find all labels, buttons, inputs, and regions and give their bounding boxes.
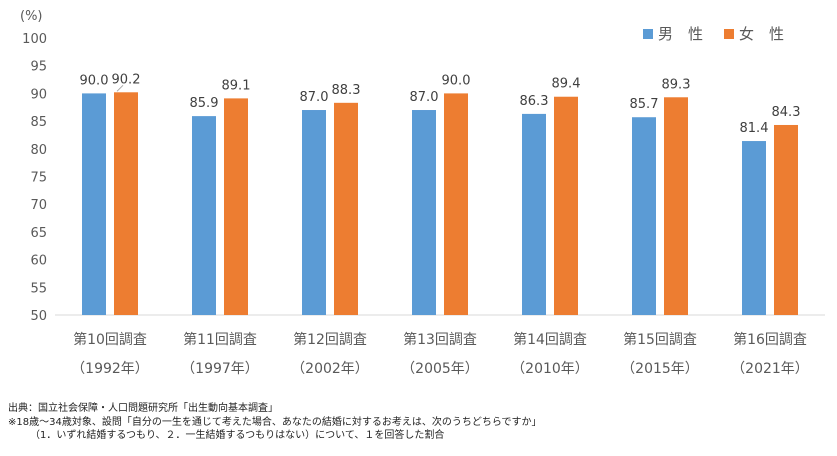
x-category-year: （2021年） (731, 361, 809, 377)
bar-female (114, 92, 138, 316)
data-label: 89.1 (222, 78, 251, 93)
y-tick-label: 70 (30, 198, 47, 213)
bar-female (664, 97, 688, 315)
y-tick-label: 90 (30, 87, 47, 102)
source-note: 出典：国立社会保障・人口問題研究所「出生動向基本調査」 (8, 403, 278, 414)
y-tick-label: 80 (30, 143, 47, 158)
y-tick-label: 75 (30, 171, 47, 186)
bar-male (192, 116, 216, 315)
y-tick-label: 100 (22, 32, 47, 47)
data-label: 87.0 (410, 90, 439, 105)
bar-male (742, 141, 766, 315)
bar-male (82, 93, 106, 316)
bar-female (444, 93, 468, 316)
data-label: 89.4 (552, 77, 581, 92)
y-unit-label: (%) (20, 9, 43, 24)
x-category-year: （2010年） (511, 361, 589, 377)
x-category-year: （2005年） (401, 361, 479, 377)
data-label-leader (116, 84, 124, 92)
data-label: 88.3 (332, 83, 361, 98)
bar-female (224, 98, 248, 315)
x-category-label: 第12回調査 (293, 331, 367, 348)
data-label: 85.7 (630, 97, 659, 112)
data-label: 85.9 (190, 96, 219, 111)
data-label: 81.4 (740, 121, 769, 136)
bar-female (774, 124, 798, 315)
x-category-label: 第13回調査 (403, 331, 477, 348)
x-category-year: （2002年） (291, 361, 369, 377)
data-label: 90.0 (442, 73, 471, 88)
x-category-label: 第15回調査 (623, 331, 697, 348)
answer-note: （1．いずれ結婚するつもり、２．一生結婚するつもりはない）について、１を回答した… (30, 430, 445, 441)
legend-label-female: 女 性 (739, 25, 784, 43)
y-tick-label: 55 (30, 281, 47, 296)
data-label: 86.3 (520, 94, 549, 109)
bar-male (302, 110, 326, 316)
y-tick-label: 85 (30, 115, 47, 130)
data-label: 84.3 (772, 105, 801, 120)
x-category-year: （1997年） (181, 361, 259, 377)
y-tick-label: 95 (30, 60, 47, 75)
x-category-label: 第10回調査 (73, 331, 147, 348)
data-label: 89.3 (662, 77, 691, 92)
bar-male (522, 113, 546, 315)
y-tick-label: 60 (30, 254, 47, 269)
y-tick-label: 50 (30, 309, 47, 324)
x-category-label: 第14回調査 (513, 331, 587, 348)
survey-note: ※18歳～34歳対象、設問「自分の一生を通じて考えた場合、あなたの結婚に対するお… (8, 416, 542, 428)
x-category-label: 第16回調査 (733, 331, 807, 348)
bar-female (554, 96, 578, 315)
legend-swatch-female (724, 29, 734, 39)
bar-female (334, 102, 358, 316)
data-label: 90.0 (80, 73, 109, 88)
footnotes: 出典：国立社会保障・人口問題研究所「出生動向基本調査」 ※18歳～34歳対象、設… (8, 402, 542, 443)
bar-male (412, 110, 436, 316)
y-tick-label: 65 (30, 226, 47, 241)
bar-male (632, 117, 656, 315)
x-category-year: （1992年） (71, 361, 149, 377)
data-label: 87.0 (300, 90, 329, 105)
x-category-year: （2015年） (621, 361, 699, 377)
legend-swatch-male (643, 29, 653, 39)
data-label: 90.2 (112, 72, 141, 87)
x-category-label: 第11回調査 (183, 331, 257, 348)
legend-label-male: 男 性 (658, 25, 703, 43)
